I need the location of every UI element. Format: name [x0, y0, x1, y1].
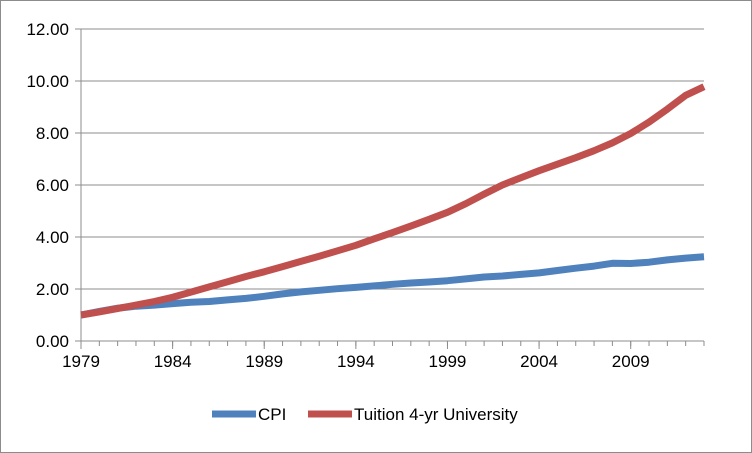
y-tick-label: 10.00	[26, 72, 69, 91]
legend-label: CPI	[258, 405, 286, 424]
y-tick-label: 0.00	[36, 332, 69, 351]
legend: CPI Tuition 4-yr University	[212, 405, 518, 424]
y-tick-label: 2.00	[36, 280, 69, 299]
y-axis-ticks: 0.00 2.00 4.00 6.00 8.00 10.00 12.00	[26, 20, 81, 351]
y-tick-label: 4.00	[36, 228, 69, 247]
legend-label: Tuition 4-yr University	[354, 405, 518, 424]
y-tick-label: 8.00	[36, 124, 69, 143]
series-line-0	[80, 253, 705, 319]
y-tick-label: 12.00	[26, 20, 69, 39]
x-tick-label: 1989	[245, 352, 283, 371]
x-tick-label: 1984	[154, 352, 192, 371]
y-tick-label: 6.00	[36, 176, 69, 195]
x-tick-label: 2004	[520, 352, 558, 371]
x-tick-label: 1979	[62, 352, 100, 371]
x-tick-label: 2009	[612, 352, 650, 371]
series-line-1	[80, 83, 706, 319]
gridlines	[81, 28, 704, 290]
x-tick-label: 1999	[429, 352, 467, 371]
x-tick-label: 1994	[337, 352, 375, 371]
series-lines	[80, 83, 706, 319]
x-axis-ticks: 1979 1984 1989 1994 1999 2004 2009	[62, 341, 705, 371]
